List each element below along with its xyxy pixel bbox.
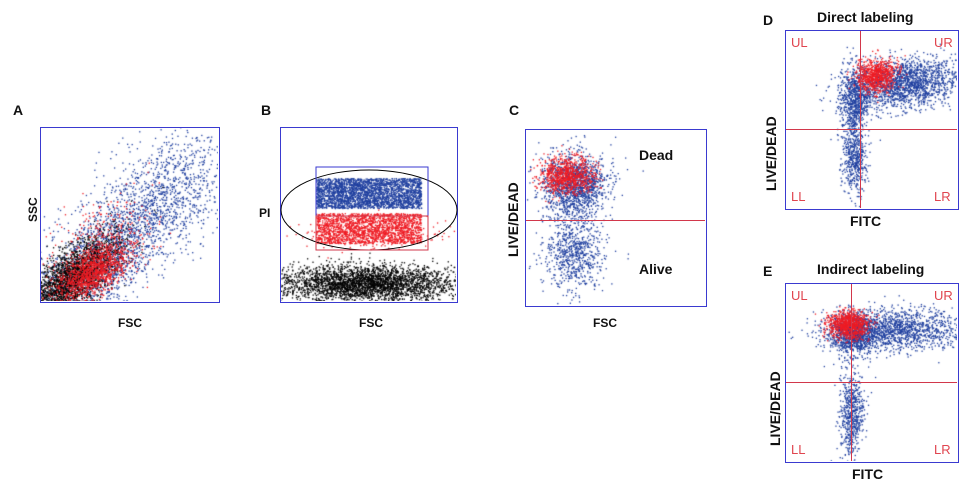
panel-letter-b: B <box>261 102 272 118</box>
panel-a-ylabel: SSC <box>26 197 40 222</box>
panel-d-xlabel: FITC <box>850 213 882 229</box>
panel-d-title: Direct labeling <box>817 9 914 25</box>
panel-d-vertical-gate <box>860 31 861 208</box>
panel-d-quadrant-ll: LL <box>791 189 806 204</box>
panel-c-ylabel: LIVE/DEAD <box>505 182 521 257</box>
elliptical-gate <box>280 169 458 251</box>
panel-b-gates <box>280 166 458 251</box>
panel-a-points <box>41 128 218 301</box>
panel-e-scatter-plot: UL UR LL LR <box>785 283 959 463</box>
panel-e-quadrant-lr: LR <box>934 442 951 457</box>
panel-letter-e: E <box>763 263 773 279</box>
panel-d-ylabel: LIVE/DEAD <box>763 116 779 191</box>
panel-c-dead-label: Dead <box>639 147 674 163</box>
panel-c-alive-label: Alive <box>639 261 673 277</box>
panel-a-xlabel: FSC <box>118 316 142 330</box>
panel-e-points <box>786 284 957 461</box>
panel-e-ylabel: LIVE/DEAD <box>767 371 783 446</box>
panel-d-scatter-plot: UL UR LL LR <box>785 30 959 210</box>
panel-d-quadrant-ul: UL <box>791 35 808 50</box>
panel-c-scatter-plot: Dead Alive <box>525 129 707 307</box>
panel-letter-a: A <box>13 102 24 118</box>
panel-e-quadrant-ul: UL <box>791 288 808 303</box>
panel-d-quadrant-ur: UR <box>934 35 953 50</box>
panel-d-horizontal-gate <box>786 129 957 130</box>
panel-letter-d: D <box>763 12 774 28</box>
panel-d-quadrant-lr: LR <box>934 189 951 204</box>
panel-a-scatter-plot <box>40 127 220 303</box>
panel-e-quadrant-ur: UR <box>934 288 953 303</box>
panel-e-title: Indirect labeling <box>817 261 925 277</box>
panel-d-points <box>786 31 957 208</box>
panel-e-quadrant-ll: LL <box>791 442 806 457</box>
panel-b-ylabel: PI <box>259 206 271 220</box>
panel-e-vertical-gate <box>851 284 852 461</box>
panel-b-points <box>281 128 456 301</box>
panel-c-xlabel: FSC <box>593 316 617 330</box>
panel-c-points <box>526 130 705 305</box>
panel-e-xlabel: FITC <box>852 466 884 482</box>
panel-e-horizontal-gate <box>786 382 957 383</box>
panel-letter-c: C <box>509 102 520 118</box>
red-gate <box>315 215 429 251</box>
panel-c-gate-line <box>526 220 705 221</box>
panel-b-xlabel: FSC <box>359 316 383 330</box>
